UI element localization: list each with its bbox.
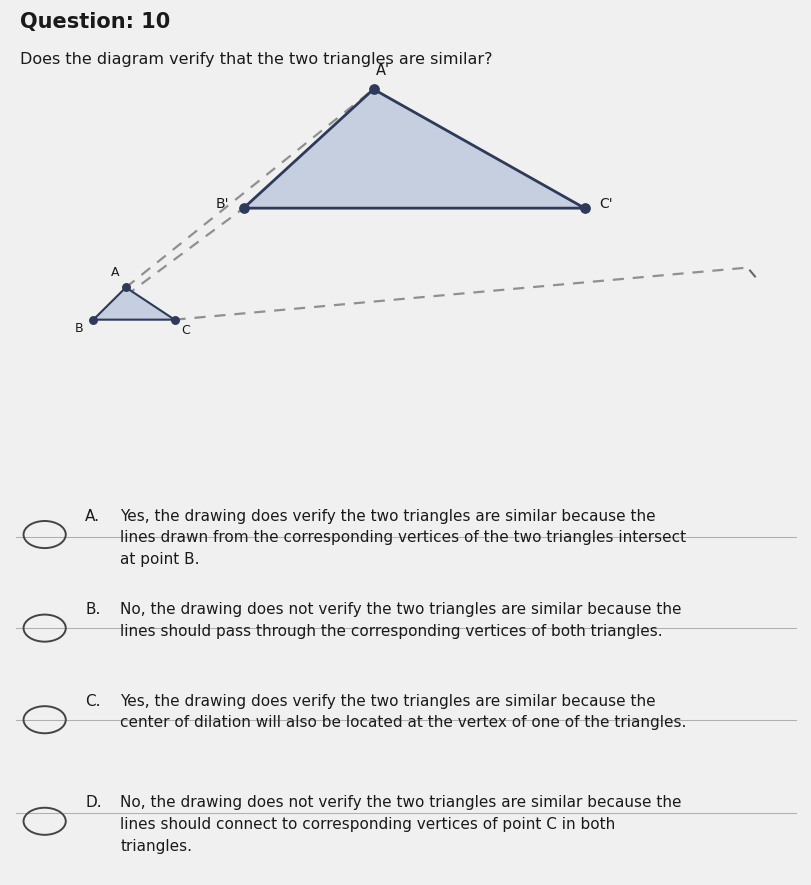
Text: B.: B. bbox=[85, 602, 101, 617]
Text: Does the diagram verify that the two triangles are similar?: Does the diagram verify that the two tri… bbox=[20, 52, 492, 67]
Text: A': A' bbox=[375, 64, 390, 78]
Text: Yes, the drawing does verify the two triangles are similar because the
center of: Yes, the drawing does verify the two tri… bbox=[120, 694, 686, 730]
Point bbox=[119, 281, 132, 295]
Point bbox=[577, 201, 590, 215]
Point bbox=[367, 82, 380, 96]
Text: No, the drawing does not verify the two triangles are similar because the
lines : No, the drawing does not verify the two … bbox=[120, 602, 681, 639]
Text: B': B' bbox=[215, 197, 229, 212]
Polygon shape bbox=[243, 89, 584, 208]
Point bbox=[87, 312, 100, 327]
Text: C': C' bbox=[599, 197, 612, 212]
Text: A.: A. bbox=[85, 509, 100, 524]
Text: C: C bbox=[181, 324, 190, 336]
Polygon shape bbox=[93, 288, 174, 319]
Text: Yes, the drawing does verify the two triangles are similar because the
lines dra: Yes, the drawing does verify the two tri… bbox=[120, 509, 685, 567]
Text: No, the drawing does not verify the two triangles are similar because the
lines : No, the drawing does not verify the two … bbox=[120, 796, 681, 854]
Text: D.: D. bbox=[85, 796, 101, 811]
Text: Question: 10: Question: 10 bbox=[20, 12, 170, 33]
Point bbox=[168, 312, 181, 327]
Text: A: A bbox=[111, 266, 119, 279]
Text: B: B bbox=[75, 322, 84, 335]
Text: C.: C. bbox=[85, 694, 101, 709]
Point bbox=[237, 201, 250, 215]
